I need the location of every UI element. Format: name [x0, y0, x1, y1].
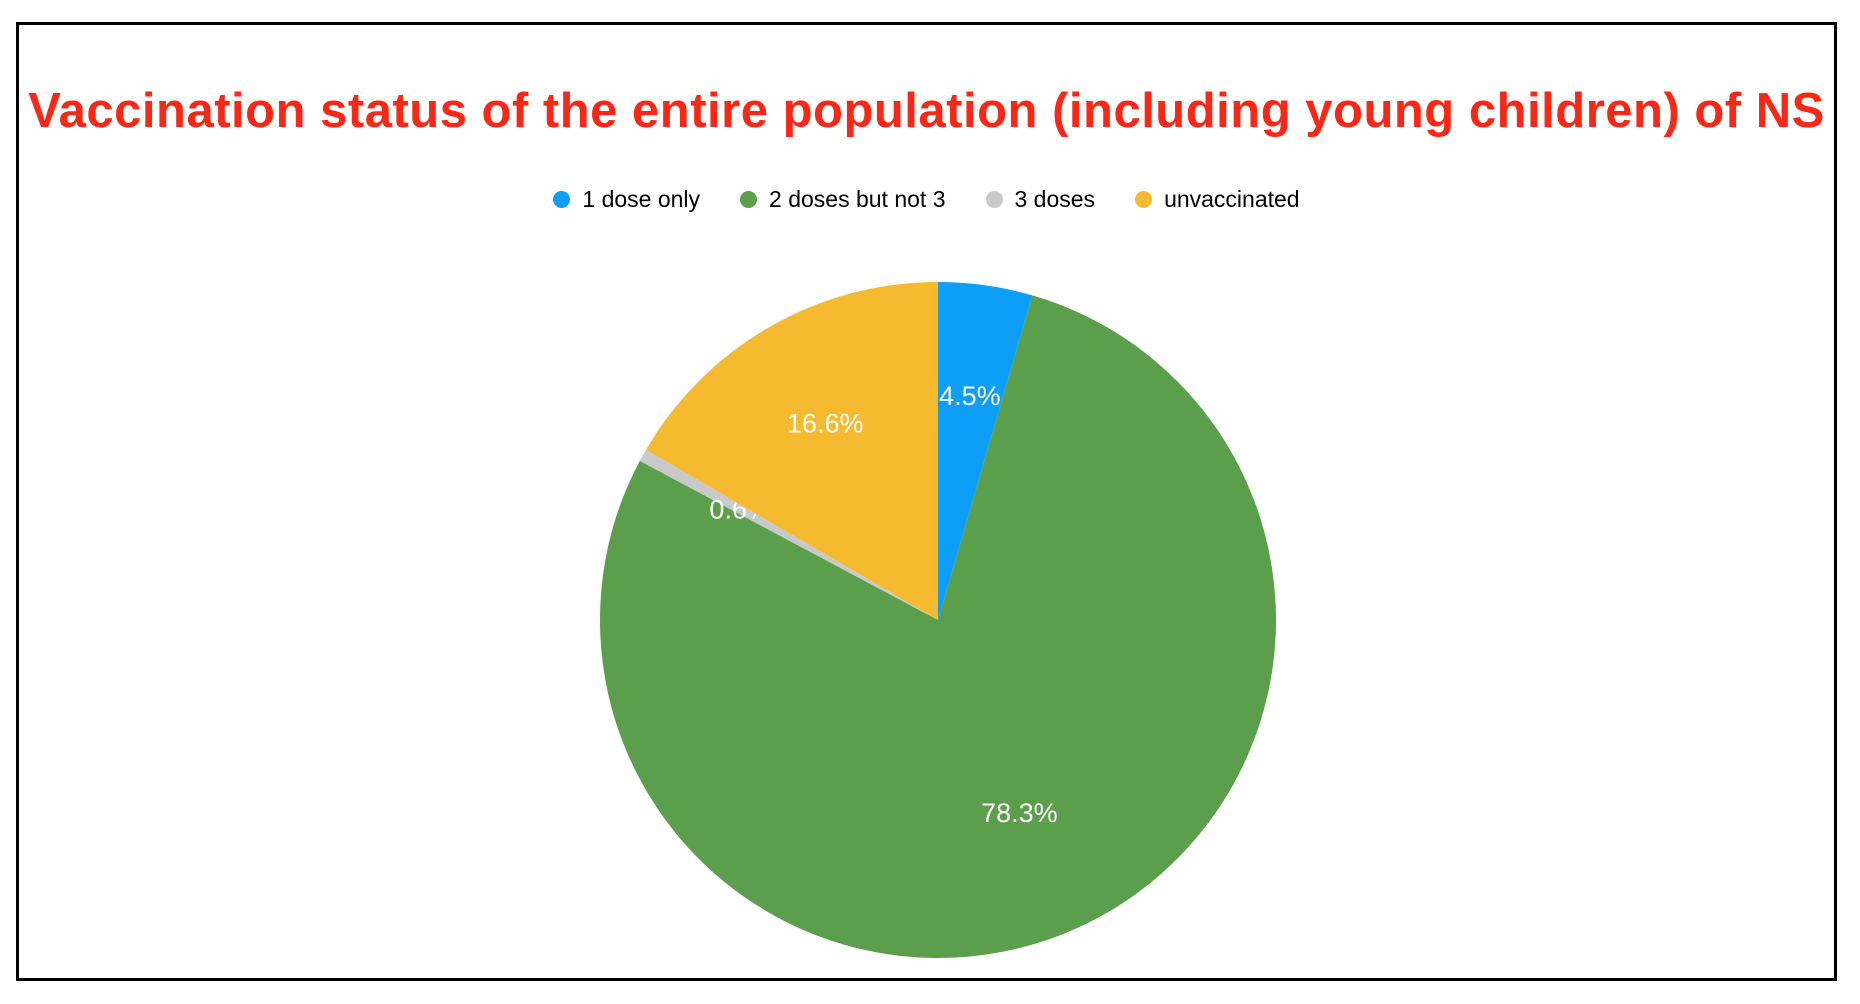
legend-item-label: unvaccinated	[1164, 186, 1300, 212]
legend-item-1-dose-only[interactable]: 1 dose only	[553, 186, 700, 213]
pie-slice-2-doses-but-not-3[interactable]	[600, 295, 1277, 958]
chart-frame: Vaccination status of the entire populat…	[16, 22, 1837, 981]
pie-chart: 4.5%78.3%0.6%16.6%	[600, 282, 1277, 958]
pie-slice-value-label: 4.5%	[939, 381, 1001, 411]
legend-item-2-doses-but-not-3[interactable]: 2 doses but not 3	[740, 186, 946, 213]
pie-slice-value-label: 16.6%	[787, 409, 864, 439]
legend-item-unvaccinated[interactable]: unvaccinated	[1135, 186, 1300, 213]
pie-slice-1-dose-only[interactable]	[938, 282, 1033, 620]
pie-slice-3-doses[interactable]	[639, 449, 938, 620]
legend-item-label: 3 doses	[1014, 186, 1096, 212]
legend-item-label: 2 doses but not 3	[769, 186, 946, 212]
legend: 1 dose only 2 doses but not 3 3 doses unvac…	[19, 186, 1834, 213]
chart-title: Vaccination status of the entire populat…	[28, 84, 1825, 138]
legend-item-label: 1 dose only	[582, 186, 701, 212]
legend-item-3-doses[interactable]: 3 doses	[985, 186, 1096, 213]
pie-chart-container: 4.5% 78.3% 0.6% 16.6%	[588, 270, 1288, 970]
pie-slice-unvaccinated[interactable]	[645, 282, 938, 620]
legend-swatch-icon	[1135, 191, 1153, 208]
pie-slice-value-label: 78.3%	[981, 798, 1058, 828]
legend-swatch-icon	[740, 191, 758, 208]
legend-swatch-icon	[553, 191, 571, 208]
legend-swatch-icon	[985, 191, 1003, 208]
